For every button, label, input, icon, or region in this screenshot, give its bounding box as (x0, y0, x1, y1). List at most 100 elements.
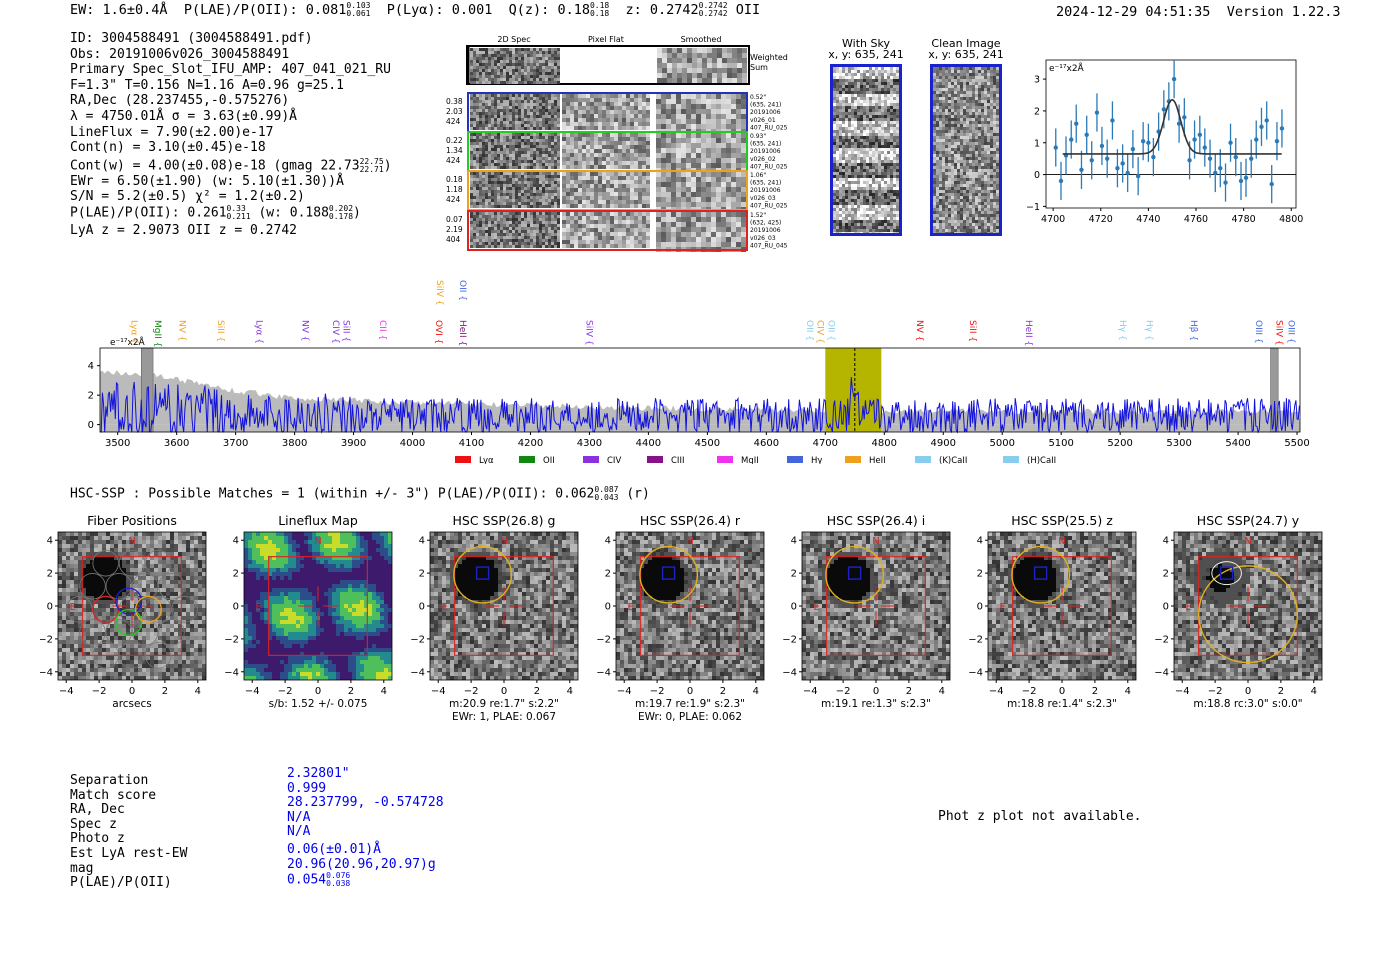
noise-pixel (622, 149, 626, 153)
noise-pixel (488, 218, 491, 221)
noise-pixel (578, 212, 582, 216)
noise-pixel (503, 230, 506, 233)
sky-pixel (854, 82, 857, 85)
noise-pixel (687, 63, 692, 68)
noise-pixel (485, 154, 488, 157)
noise-pixel (696, 187, 701, 192)
noise-pixel (518, 230, 521, 233)
noise-pixel (521, 236, 524, 239)
noise-pixel (521, 218, 524, 221)
noise-pixel (533, 109, 536, 112)
noise-pixel (506, 60, 509, 63)
sky-pixel (860, 211, 863, 214)
noise-pixel (482, 157, 485, 160)
noise-pixel (736, 153, 741, 158)
noise-pixel (509, 215, 512, 218)
noise-pixel (524, 78, 527, 81)
noise-pixel (479, 178, 482, 181)
noise-pixel (697, 63, 702, 68)
noise-pixel (470, 103, 473, 106)
noise-pixel (661, 202, 666, 207)
noise-pixel (512, 115, 515, 118)
sky-pixel (839, 112, 842, 115)
noise-pixel (485, 78, 488, 81)
sky-pixel (872, 175, 875, 178)
noise-pixel (530, 127, 533, 130)
noise-pixel (527, 145, 530, 148)
noise-pixel (515, 239, 518, 242)
noise-pixel (638, 157, 642, 161)
noise-pixel (566, 102, 570, 106)
sky-pixel (878, 217, 881, 220)
noise-pixel (548, 215, 551, 218)
sky-pixel (854, 163, 857, 166)
noise-pixel (582, 204, 586, 208)
noise-pixel (638, 137, 642, 141)
noise-pixel (503, 199, 506, 202)
sky-pixel (869, 130, 872, 133)
noise-pixel (630, 145, 634, 149)
noise-pixel (731, 202, 736, 207)
sky-pixel (833, 226, 836, 229)
noise-pixel (554, 242, 557, 245)
noise-pixel (488, 97, 491, 100)
noise-pixel (506, 178, 509, 181)
sky-pixel (881, 67, 884, 70)
noise-pixel (630, 240, 634, 244)
noise-pixel (515, 202, 518, 205)
noise-pixel (570, 98, 574, 102)
noise-pixel (656, 212, 661, 217)
sky-pixel (933, 85, 936, 88)
info-line: F=1.3" T=0.156 N=1.16 A=0.96 g=25.1 (70, 77, 344, 93)
noise-pixel (509, 97, 512, 100)
noise-pixel (614, 118, 618, 122)
noise-pixel (542, 221, 545, 224)
noise-pixel (512, 190, 515, 193)
noise-pixel (527, 148, 530, 151)
noise-pixel (521, 94, 524, 97)
noise-pixel (518, 145, 521, 148)
sky-pixel (836, 220, 839, 223)
noise-pixel (551, 239, 554, 242)
noise-pixel (634, 176, 638, 180)
noise-pixel (741, 119, 746, 124)
sky-pixel (972, 76, 975, 79)
noise-pixel (570, 172, 574, 176)
sky-pixel (869, 184, 872, 187)
noise-pixel (610, 141, 614, 145)
noise-pixel (473, 121, 476, 124)
noise-pixel (479, 97, 482, 100)
sky-pixel (836, 112, 839, 115)
noise-pixel (509, 81, 512, 84)
noise-pixel (506, 72, 509, 75)
noise-pixel (491, 172, 494, 175)
sky-pixel (875, 190, 878, 193)
sky-pixel (948, 73, 951, 76)
sky-pixel (969, 88, 972, 91)
noise-pixel (476, 48, 479, 51)
noise-pixel (626, 216, 630, 220)
sky-pixel (884, 94, 887, 97)
noise-pixel (533, 196, 536, 199)
sky-pixel (833, 94, 836, 97)
sky-pixel (893, 187, 896, 190)
noise-pixel (594, 200, 598, 204)
noise-pixel (539, 151, 542, 154)
noise-pixel (574, 180, 578, 184)
noise-pixel (562, 172, 566, 176)
noise-pixel (566, 118, 570, 122)
sky-pixel (893, 178, 896, 181)
noise-pixel (602, 232, 606, 236)
noise-pixel (545, 133, 548, 136)
noise-pixel (482, 242, 485, 245)
noise-pixel (482, 221, 485, 224)
noise-pixel (557, 57, 560, 60)
noise-pixel (527, 212, 530, 215)
sky-pixel (857, 223, 860, 226)
noise-pixel (515, 72, 518, 75)
sky-pixel (890, 184, 893, 187)
sky-pixel (884, 157, 887, 160)
sky-pixel (875, 220, 878, 223)
noise-pixel (518, 142, 521, 145)
noise-pixel (578, 94, 582, 98)
